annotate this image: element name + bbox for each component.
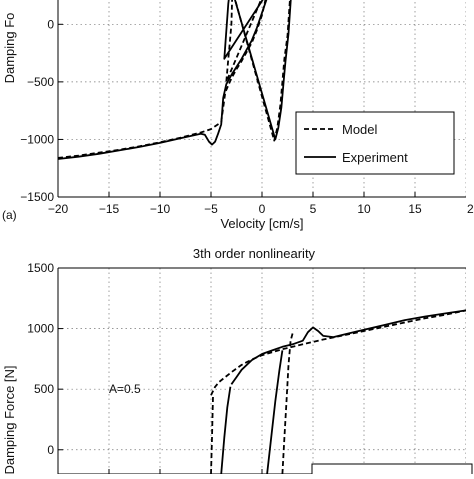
y-axis-label: Damping Force [N]	[2, 365, 17, 474]
series-line-model-return-branch-	[281, 333, 294, 474]
plot-area	[210, 309, 466, 474]
x-tick-label: −10	[150, 202, 171, 216]
y-tick-label: 500	[34, 382, 54, 396]
x-tick-label: 15	[408, 202, 422, 216]
plot-area	[58, 0, 292, 160]
legend-label-model: Model	[342, 122, 378, 137]
chart-title: 3th order nonlinearity	[193, 246, 316, 261]
annotation-amplitude: A=0.5	[109, 382, 141, 396]
y-tick-label: −1000	[20, 132, 54, 146]
panel-label: (a)	[2, 208, 17, 222]
series-line-experiment-return-branch-	[266, 350, 284, 474]
x-tick-label: −15	[99, 202, 120, 216]
x-tick-label: −5	[204, 202, 218, 216]
legend-box	[295, 111, 455, 175]
chart-panel-1: −1500 −1000 −500 0 −20 −15 −10 −5 0 5 10 15 20 Veloci…	[2, 0, 474, 231]
x-axis-label: Velocity [cm/s]	[220, 216, 303, 231]
y-tick-label: −1500	[20, 190, 54, 204]
legend: Model Experiment	[295, 111, 455, 175]
y-tick-label: 1000	[27, 322, 54, 336]
chart-panel-2: 0 500 1000 1500 Damping Force [N] 3th order n…	[2, 246, 473, 479]
legend-label-experiment: Experiment	[342, 150, 408, 165]
y-axis-label: Damping Fo	[2, 13, 17, 84]
x-tick-label: −20	[48, 202, 69, 216]
series-line-model-rising-branch-	[210, 396, 214, 474]
x-tick-label: 20	[467, 202, 474, 216]
grid	[58, 0, 466, 197]
x-tick-label: 0	[259, 202, 266, 216]
series-line-experiment	[58, 0, 292, 160]
y-tick-label: 1500	[27, 261, 54, 275]
grid	[58, 268, 466, 474]
y-tick-label: −500	[27, 75, 54, 89]
series-line-model	[210, 309, 466, 396]
series-line-experiment	[230, 309, 466, 385]
x-tick-label: 5	[310, 202, 317, 216]
series-line-model	[58, 0, 291, 159]
x-tick-label: 10	[357, 202, 371, 216]
series-line-experiment-rising-branch-	[220, 386, 232, 474]
y-tick-label: 0	[47, 17, 54, 31]
legend-box-partial	[311, 463, 473, 479]
y-tick-label: 0	[47, 443, 54, 457]
